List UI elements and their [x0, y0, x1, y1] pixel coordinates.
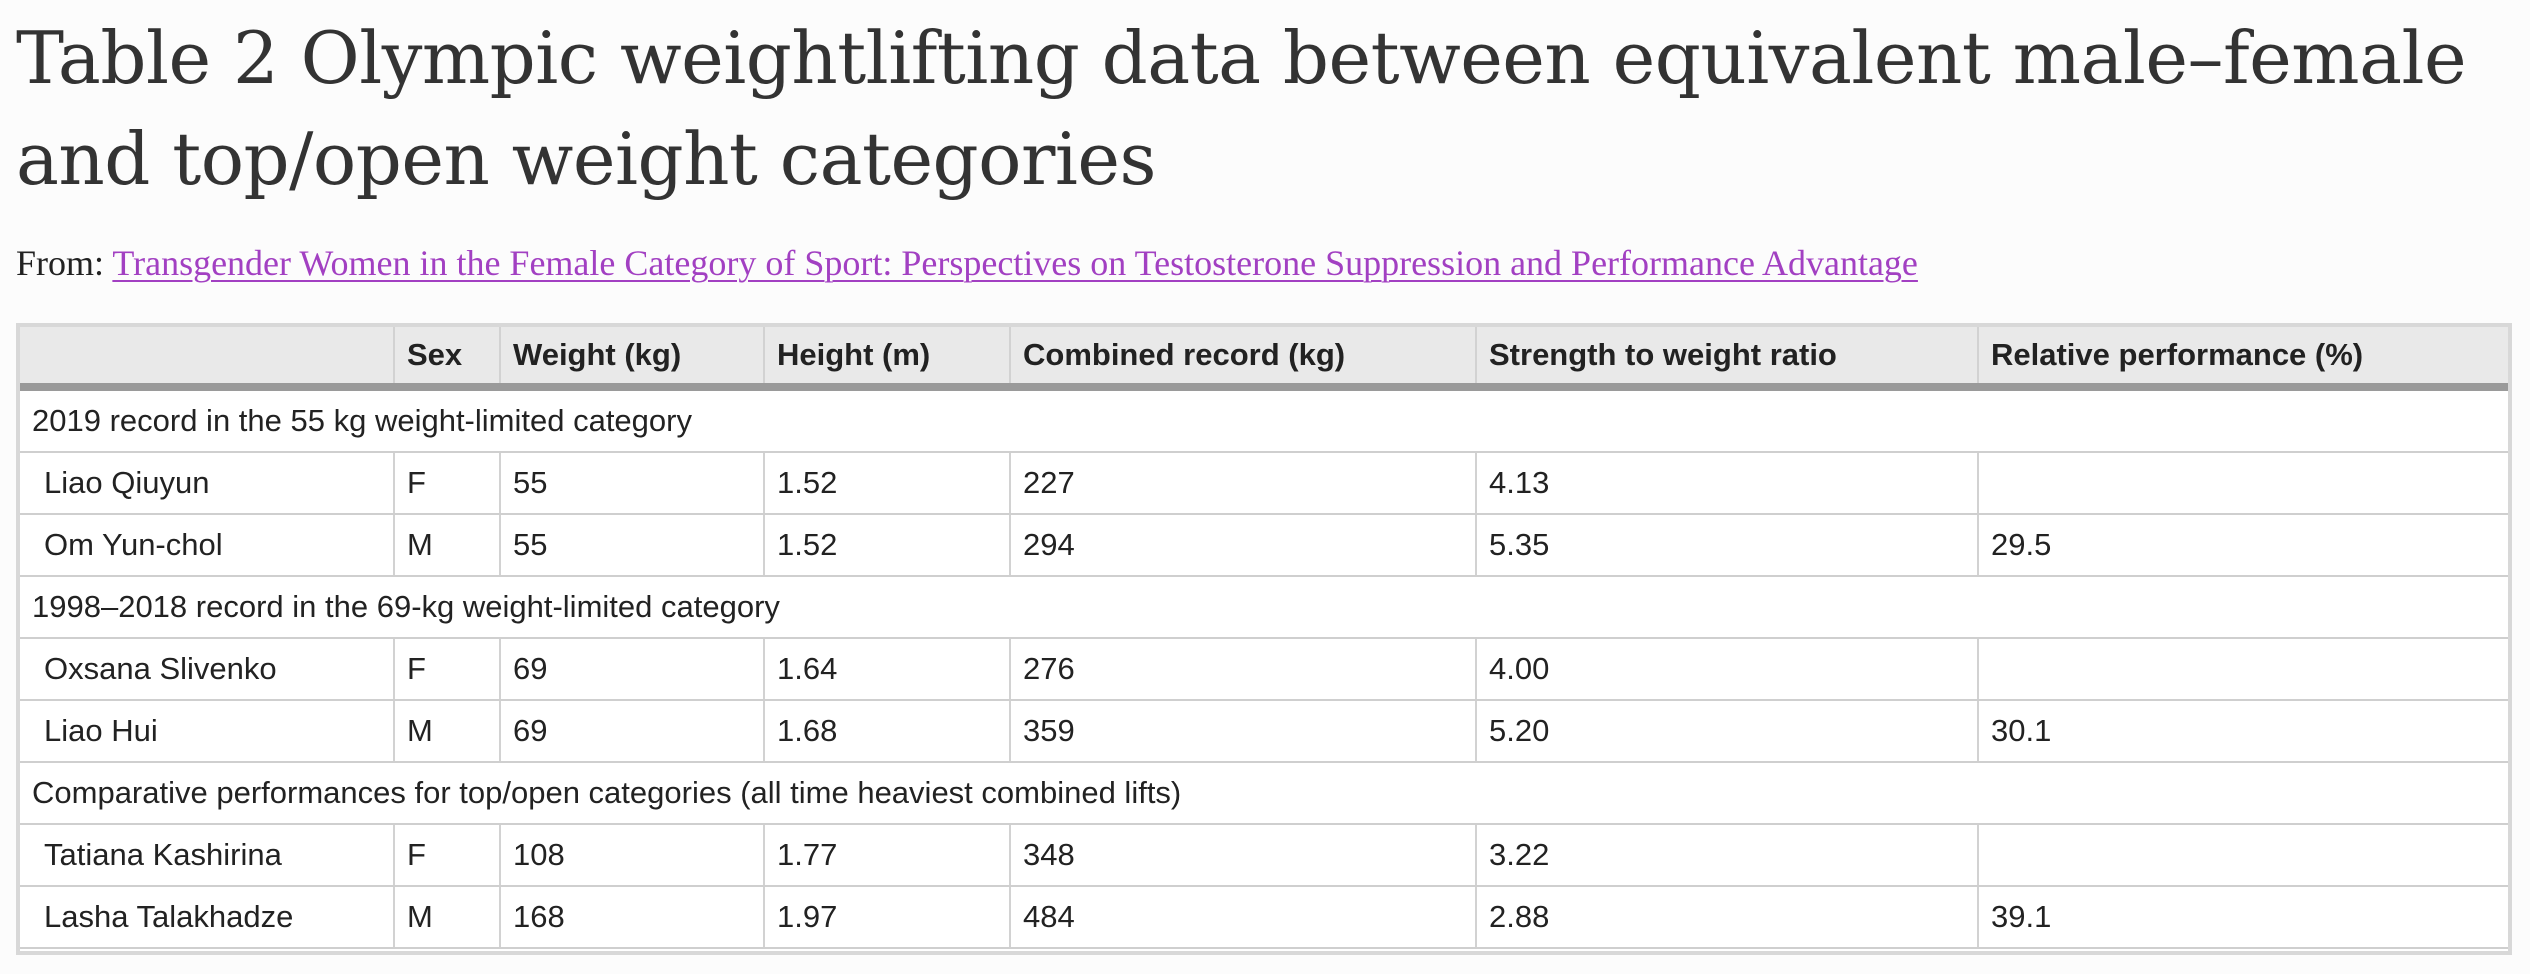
weight-cell: 69: [500, 638, 765, 701]
table-row: Lasha Talakhadze M 168 1.97 484 2.88 39.…: [20, 886, 2508, 949]
table-row: Liao Hui M 69 1.68 359 5.20 30.1: [20, 700, 2508, 763]
sex-cell: M: [394, 514, 501, 577]
height-cell: 1.64: [764, 638, 1011, 701]
group-label: 1998–2018 record in the 69-kg weight-lim…: [20, 576, 2508, 639]
column-header-height: Height (m): [764, 327, 1011, 391]
source-line: From: Transgender Women in the Female Ca…: [16, 236, 1918, 290]
strength-ratio-cell: 5.35: [1476, 514, 1979, 577]
table-header-row: Sex Weight (kg) Height (m) Combined reco…: [20, 327, 2508, 391]
table-row: Om Yun-chol M 55 1.52 294 5.35 29.5: [20, 514, 2508, 577]
column-header-name: [20, 327, 395, 391]
strength-ratio-cell: 5.20: [1476, 700, 1979, 763]
athlete-name-cell: Liao Qiuyun: [20, 452, 395, 515]
group-label: 2019 record in the 55 kg weight-limited …: [20, 387, 2508, 453]
group-label: Comparative performances for top/open ca…: [20, 762, 2508, 825]
athlete-name-cell: Om Yun-chol: [20, 514, 395, 577]
strength-ratio-cell: 2.88: [1476, 886, 1979, 949]
table-row: Oxsana Slivenko F 69 1.64 276 4.00: [20, 638, 2508, 701]
relative-performance-cell: [1978, 452, 2508, 515]
weight-cell: 168: [500, 886, 765, 949]
column-header-strength-ratio: Strength to weight ratio: [1476, 327, 1979, 391]
athlete-name-cell: Oxsana Slivenko: [20, 638, 395, 701]
combined-record-cell: 294: [1010, 514, 1477, 577]
page-title: Table 2 Olympic weightlifting data betwe…: [16, 16, 2467, 201]
weightlifting-data-table: Sex Weight (kg) Height (m) Combined reco…: [20, 327, 2508, 949]
weight-cell: 55: [500, 514, 765, 577]
combined-record-cell: 276: [1010, 638, 1477, 701]
height-cell: 1.77: [764, 824, 1011, 887]
combined-record-cell: 484: [1010, 886, 1477, 949]
column-header-combined-record: Combined record (kg): [1010, 327, 1477, 391]
data-table-container: Sex Weight (kg) Height (m) Combined reco…: [16, 323, 2512, 955]
relative-performance-cell: 29.5: [1978, 514, 2508, 577]
weight-cell: 55: [500, 452, 765, 515]
table-group-row: Comparative performances for top/open ca…: [20, 762, 2508, 825]
source-prefix: From:: [16, 243, 105, 283]
weight-cell: 108: [500, 824, 765, 887]
source-article-link[interactable]: Transgender Women in the Female Category…: [112, 243, 1918, 283]
strength-ratio-cell: 4.00: [1476, 638, 1979, 701]
column-header-weight: Weight (kg): [500, 327, 765, 391]
strength-ratio-cell: 3.22: [1476, 824, 1979, 887]
combined-record-cell: 227: [1010, 452, 1477, 515]
table-row: Tatiana Kashirina F 108 1.77 348 3.22: [20, 824, 2508, 887]
table-group-row: 2019 record in the 55 kg weight-limited …: [20, 387, 2508, 453]
column-header-relative-performance: Relative performance (%): [1978, 327, 2508, 391]
height-cell: 1.97: [764, 886, 1011, 949]
sex-cell: F: [394, 824, 501, 887]
relative-performance-cell: [1978, 824, 2508, 887]
athlete-name-cell: Lasha Talakhadze: [20, 886, 395, 949]
athlete-name-cell: Tatiana Kashirina: [20, 824, 395, 887]
weight-cell: 69: [500, 700, 765, 763]
sex-cell: F: [394, 638, 501, 701]
athlete-name-cell: Liao Hui: [20, 700, 395, 763]
combined-record-cell: 348: [1010, 824, 1477, 887]
table-group-row: 1998–2018 record in the 69-kg weight-lim…: [20, 576, 2508, 639]
sex-cell: F: [394, 452, 501, 515]
relative-performance-cell: 30.1: [1978, 700, 2508, 763]
column-header-sex: Sex: [394, 327, 501, 391]
relative-performance-cell: [1978, 638, 2508, 701]
height-cell: 1.68: [764, 700, 1011, 763]
combined-record-cell: 359: [1010, 700, 1477, 763]
sex-cell: M: [394, 886, 501, 949]
height-cell: 1.52: [764, 514, 1011, 577]
table-row: Liao Qiuyun F 55 1.52 227 4.13: [20, 452, 2508, 515]
relative-performance-cell: 39.1: [1978, 886, 2508, 949]
strength-ratio-cell: 4.13: [1476, 452, 1979, 515]
sex-cell: M: [394, 700, 501, 763]
height-cell: 1.52: [764, 452, 1011, 515]
